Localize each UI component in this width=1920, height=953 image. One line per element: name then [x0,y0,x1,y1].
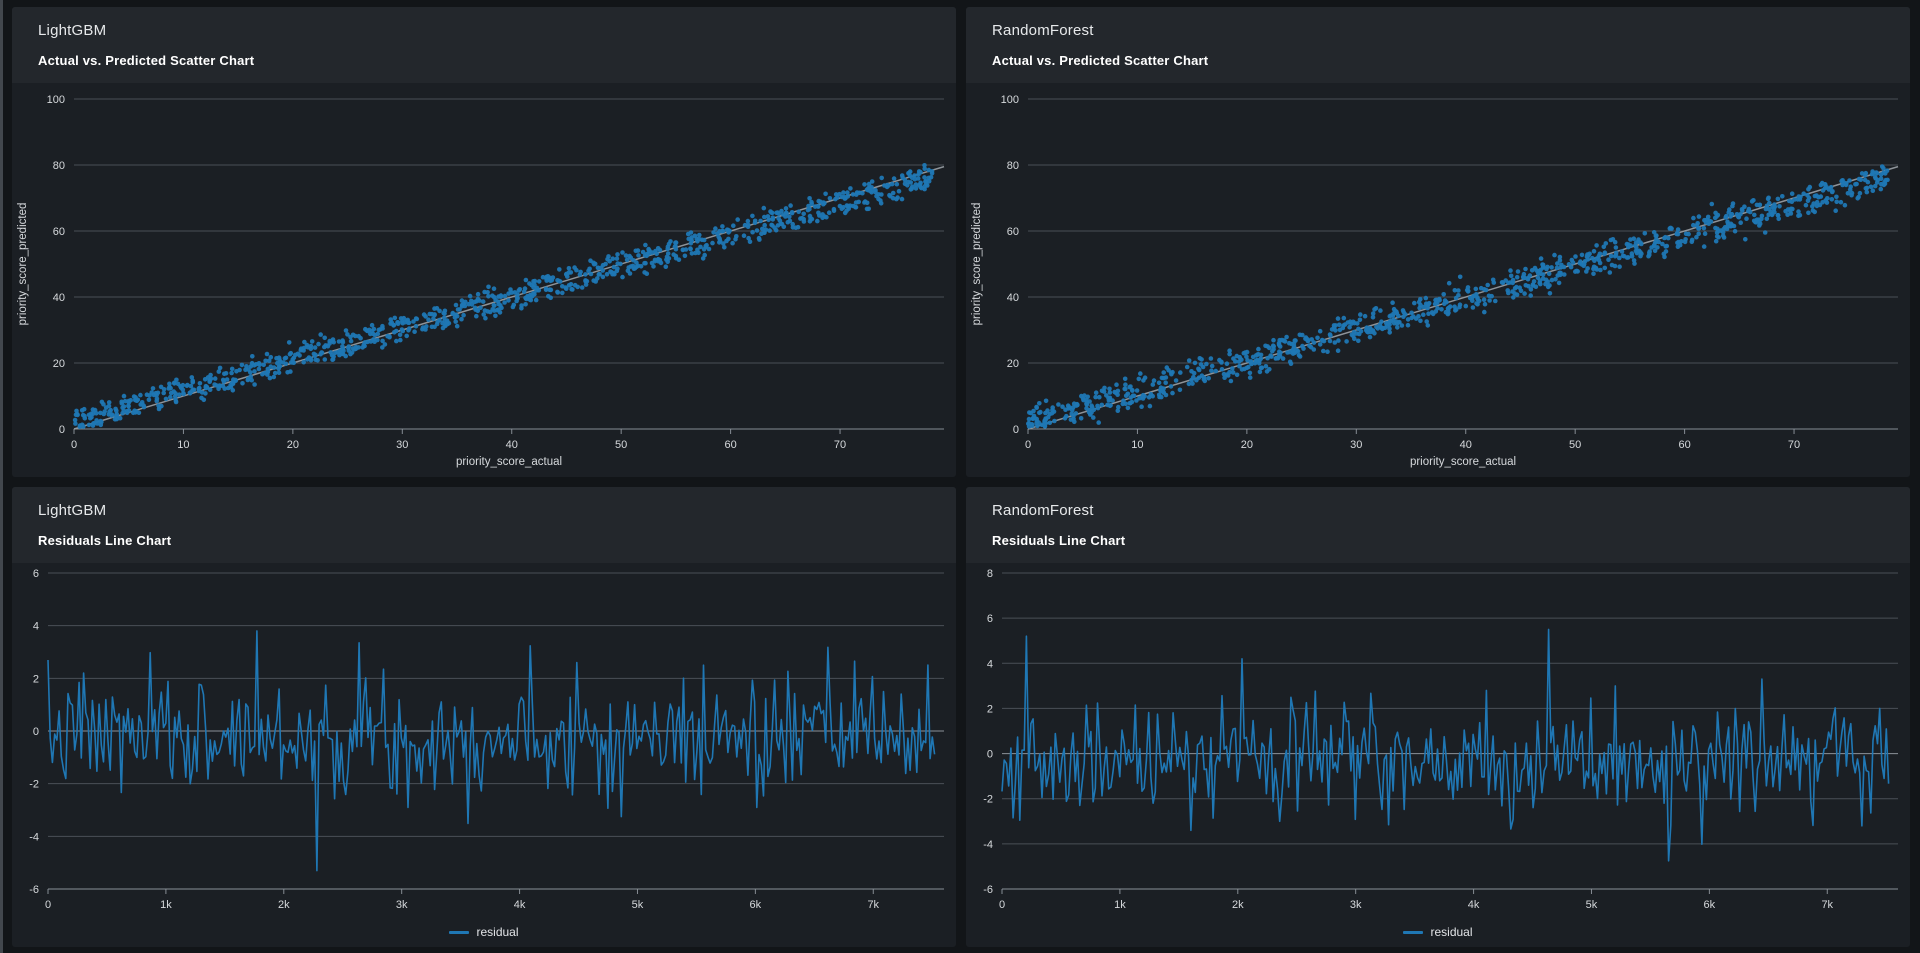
svg-text:4k: 4k [514,899,526,911]
svg-text:1k: 1k [1114,899,1126,911]
svg-text:30: 30 [1350,439,1362,451]
panel-lightgbm-residuals: LightGBM Residuals Line Chart -6 -4 -2 0 2 4 6… [12,487,956,947]
panel-title: RandomForest [992,502,1094,519]
chart-title: Actual vs. Predicted Scatter Chart [992,53,1209,68]
svg-text:priority_score_predicted: priority_score_predicted [17,203,29,326]
svg-text:10: 10 [177,439,189,451]
dashboard-grid: LightGBM Actual vs. Predicted Scatter Ch… [3,0,1920,953]
svg-text:0: 0 [987,749,993,761]
scatter-chart-randomforest[interactable]: 0 20 40 60 80 100 0 10 20 30 40 50 60 70 priority_scor… [966,83,1910,477]
svg-text:2k: 2k [1232,899,1244,911]
svg-text:0: 0 [999,899,1005,911]
svg-text:-4: -4 [983,839,993,851]
panel-title: LightGBM [38,22,107,39]
svg-text:20: 20 [1007,358,1019,370]
residuals-chart-lightgbm[interactable]: -6 -4 -2 0 2 4 6 0 1k 2k 3k 4k 5k 6k 7k [12,563,956,917]
panel-randomforest-residuals: RandomForest Residuals Line Chart -6 -4 -2… [966,487,1910,947]
svg-text:7k: 7k [867,899,879,911]
svg-text:80: 80 [53,160,65,172]
svg-text:3k: 3k [396,899,408,911]
svg-text:priority_score_predicted: priority_score_predicted [971,203,983,326]
svg-text:3k: 3k [1350,899,1362,911]
svg-text:2: 2 [987,703,993,715]
svg-text:70: 70 [834,439,846,451]
chart-title: Actual vs. Predicted Scatter Chart [38,53,255,68]
svg-text:0: 0 [59,424,65,436]
svg-text:6k: 6k [750,899,762,911]
svg-text:-2: -2 [983,794,993,806]
chart-legend: residual [966,917,1910,947]
svg-text:100: 100 [1001,94,1019,106]
svg-text:60: 60 [1007,226,1019,238]
svg-text:60: 60 [724,439,736,451]
svg-text:5k: 5k [1586,899,1598,911]
svg-text:20: 20 [287,439,299,451]
svg-text:8: 8 [987,568,993,580]
svg-text:0: 0 [71,439,77,451]
svg-text:100: 100 [47,94,65,106]
panel-title: RandomForest [992,22,1094,39]
svg-text:priority_score_actual: priority_score_actual [1410,456,1516,468]
svg-text:0: 0 [1025,439,1031,451]
svg-text:40: 40 [1460,439,1472,451]
panel-header: RandomForest Actual vs. Predicted Scatte… [966,7,1910,83]
svg-text:20: 20 [53,358,65,370]
svg-text:-6: -6 [983,884,993,896]
svg-text:6: 6 [987,613,993,625]
svg-text:0: 0 [1013,424,1019,436]
svg-text:30: 30 [396,439,408,451]
panel-header: RandomForest Residuals Line Chart [966,487,1910,563]
svg-text:70: 70 [1788,439,1800,451]
residuals-chart-randomforest[interactable]: -6 -4 -2 0 2 4 6 8 0 1k 2k 3k 4k 5k 6k 7k [966,563,1910,917]
svg-text:6: 6 [33,568,39,580]
svg-text:50: 50 [615,439,627,451]
svg-text:4k: 4k [1468,899,1480,911]
svg-text:80: 80 [1007,160,1019,172]
panel-header: LightGBM Residuals Line Chart [12,487,956,563]
panel-title: LightGBM [38,502,107,519]
chart-title: Residuals Line Chart [38,533,172,548]
legend-line-swatch [449,930,470,934]
chart-legend: residual [12,917,956,947]
legend-item-residual[interactable]: residual [1403,925,1473,939]
svg-text:0: 0 [33,726,39,738]
svg-text:60: 60 [1678,439,1690,451]
svg-text:5k: 5k [632,899,644,911]
svg-text:priority_score_actual: priority_score_actual [456,456,562,468]
panel-header: LightGBM Actual vs. Predicted Scatter Ch… [12,7,956,83]
svg-text:20: 20 [1241,439,1253,451]
svg-text:40: 40 [1007,292,1019,304]
svg-text:-6: -6 [29,884,39,896]
legend-line-swatch [1403,930,1424,934]
svg-text:6k: 6k [1704,899,1716,911]
svg-text:10: 10 [1131,439,1143,451]
svg-text:4: 4 [33,621,39,633]
legend-item-residual[interactable]: residual [449,925,519,939]
panel-randomforest-scatter: RandomForest Actual vs. Predicted Scatte… [966,7,1910,477]
legend-label: residual [476,925,519,939]
svg-text:40: 40 [53,292,65,304]
svg-text:1k: 1k [160,899,172,911]
svg-text:4: 4 [987,658,993,670]
svg-text:-4: -4 [29,831,39,843]
chart-title: Residuals Line Chart [992,533,1126,548]
panel-lightgbm-scatter: LightGBM Actual vs. Predicted Scatter Ch… [12,7,956,477]
svg-text:50: 50 [1569,439,1581,451]
svg-text:40: 40 [506,439,518,451]
svg-text:2k: 2k [278,899,290,911]
scatter-chart-lightgbm[interactable]: 0 20 40 60 80 100 0 10 20 30 40 50 60 70 priority_scor… [12,83,956,477]
svg-text:0: 0 [45,899,51,911]
svg-text:-2: -2 [29,779,39,791]
svg-text:60: 60 [53,226,65,238]
svg-text:7k: 7k [1821,899,1833,911]
legend-label: residual [1430,925,1473,939]
svg-text:2: 2 [33,673,39,685]
